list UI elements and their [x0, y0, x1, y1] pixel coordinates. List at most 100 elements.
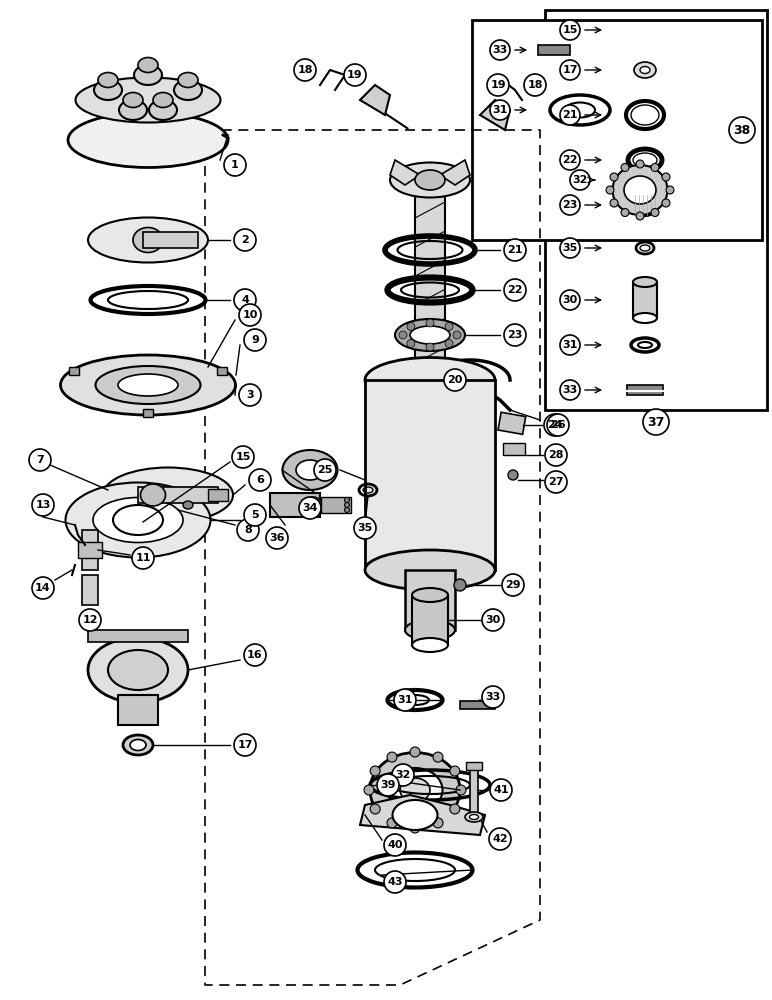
Bar: [412, 595, 448, 645]
Circle shape: [504, 324, 526, 346]
Circle shape: [636, 212, 644, 220]
Ellipse shape: [183, 501, 193, 509]
Circle shape: [621, 209, 629, 217]
Circle shape: [504, 239, 526, 261]
Circle shape: [482, 686, 504, 708]
Circle shape: [490, 40, 510, 60]
Ellipse shape: [93, 497, 183, 542]
Circle shape: [433, 752, 443, 762]
Text: 23: 23: [562, 200, 577, 210]
Ellipse shape: [283, 450, 337, 490]
Ellipse shape: [370, 752, 460, 828]
Ellipse shape: [76, 78, 221, 122]
Text: 33: 33: [493, 45, 508, 55]
Bar: [321, 497, 351, 513]
Text: 21: 21: [507, 245, 523, 255]
Ellipse shape: [465, 812, 483, 822]
Circle shape: [384, 871, 406, 893]
Circle shape: [314, 459, 336, 481]
Circle shape: [544, 414, 566, 436]
Circle shape: [570, 170, 590, 190]
Text: 23: 23: [507, 330, 523, 340]
Ellipse shape: [66, 483, 211, 558]
Text: 17: 17: [237, 740, 252, 750]
Ellipse shape: [153, 93, 173, 107]
Ellipse shape: [98, 73, 118, 88]
Text: 42: 42: [493, 834, 508, 844]
Circle shape: [490, 779, 512, 801]
Text: 4: 4: [241, 295, 249, 305]
Bar: [466, 762, 482, 770]
Circle shape: [244, 329, 266, 351]
Ellipse shape: [400, 778, 430, 802]
Text: 30: 30: [562, 295, 577, 305]
Bar: [217, 367, 227, 375]
Text: 31: 31: [562, 340, 577, 350]
Polygon shape: [360, 795, 485, 835]
Bar: [78, 542, 102, 558]
Text: 9: 9: [251, 335, 259, 345]
Text: 32: 32: [572, 175, 587, 185]
Ellipse shape: [640, 66, 650, 74]
Text: 24: 24: [547, 420, 563, 430]
Text: 36: 36: [269, 533, 285, 543]
Text: 17: 17: [562, 65, 577, 75]
Circle shape: [621, 163, 629, 171]
Text: 40: 40: [388, 840, 403, 850]
Circle shape: [344, 502, 350, 508]
Text: 43: 43: [388, 877, 403, 887]
Circle shape: [370, 804, 380, 814]
Ellipse shape: [149, 100, 177, 120]
Circle shape: [444, 369, 466, 391]
Bar: [472, 20, 762, 240]
Circle shape: [232, 446, 254, 468]
Ellipse shape: [390, 162, 470, 198]
Circle shape: [508, 470, 518, 480]
Circle shape: [662, 173, 670, 181]
Ellipse shape: [405, 620, 455, 640]
Circle shape: [410, 747, 420, 757]
Ellipse shape: [60, 355, 235, 415]
Ellipse shape: [412, 638, 448, 652]
Ellipse shape: [123, 735, 153, 755]
Polygon shape: [390, 160, 420, 185]
Ellipse shape: [395, 319, 465, 351]
Ellipse shape: [415, 170, 445, 190]
Circle shape: [234, 734, 256, 756]
Circle shape: [456, 785, 466, 795]
Text: 30: 30: [486, 615, 500, 625]
Circle shape: [547, 414, 569, 436]
Circle shape: [224, 154, 246, 176]
Text: 26: 26: [550, 420, 566, 430]
Ellipse shape: [410, 326, 450, 344]
Text: 8: 8: [244, 525, 252, 535]
Text: 33: 33: [562, 385, 577, 395]
Text: 1: 1: [231, 160, 239, 170]
Circle shape: [234, 289, 256, 311]
Ellipse shape: [634, 62, 656, 78]
Circle shape: [32, 494, 54, 516]
Circle shape: [453, 331, 461, 339]
Ellipse shape: [178, 73, 198, 88]
Circle shape: [294, 59, 316, 81]
Circle shape: [445, 339, 453, 347]
Bar: [415, 190, 445, 550]
Circle shape: [237, 519, 259, 541]
Text: 18: 18: [527, 80, 543, 90]
Ellipse shape: [624, 176, 656, 204]
Ellipse shape: [133, 228, 163, 252]
Bar: [143, 409, 153, 417]
Circle shape: [239, 384, 261, 406]
Circle shape: [239, 304, 261, 326]
FancyArrowPatch shape: [382, 112, 408, 128]
Text: 31: 31: [398, 695, 413, 705]
Text: 12: 12: [83, 615, 98, 625]
Circle shape: [79, 609, 101, 631]
Ellipse shape: [88, 218, 208, 262]
Circle shape: [354, 517, 376, 539]
Ellipse shape: [638, 199, 652, 211]
Bar: [460, 701, 495, 709]
Polygon shape: [480, 100, 510, 130]
Circle shape: [426, 343, 434, 351]
Circle shape: [560, 238, 580, 258]
